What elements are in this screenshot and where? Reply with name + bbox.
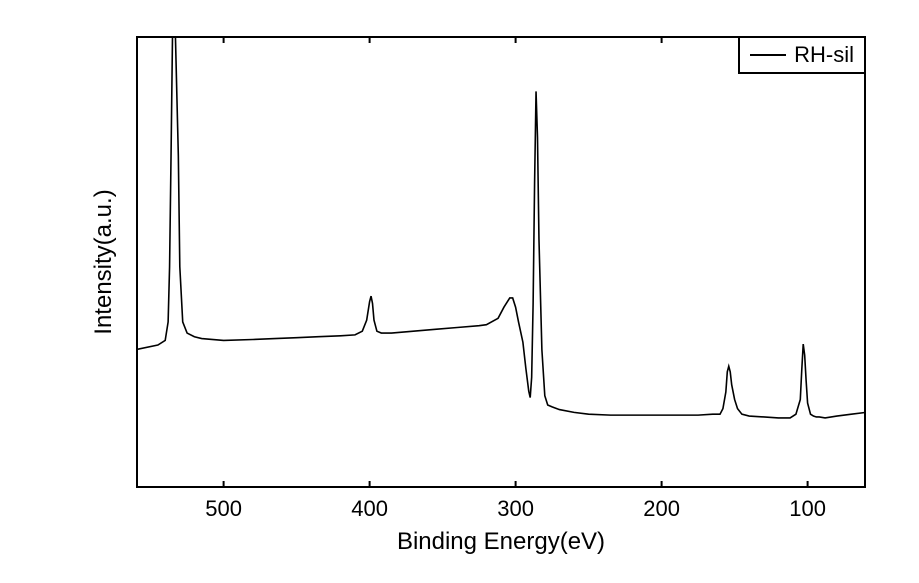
y-axis-label: Intensity(a.u.) — [90, 36, 118, 488]
legend-item: RH-sil — [740, 38, 864, 72]
legend-label: RH-sil — [794, 42, 854, 68]
legend-box: RH-sil — [738, 36, 866, 74]
series-line — [136, 36, 866, 418]
x-tick-label: 300 — [497, 496, 534, 522]
chart-stage: Intensity(a.u.) Binding Energy(eV) RH-si… — [0, 0, 919, 583]
x-tick-label: 400 — [351, 496, 388, 522]
x-tick-label: 500 — [205, 496, 242, 522]
x-axis-label: Binding Energy(eV) — [351, 528, 651, 556]
legend-line — [750, 54, 786, 56]
x-tick-label: 200 — [643, 496, 680, 522]
plot-svg — [0, 0, 919, 583]
x-tick-label: 100 — [789, 496, 826, 522]
